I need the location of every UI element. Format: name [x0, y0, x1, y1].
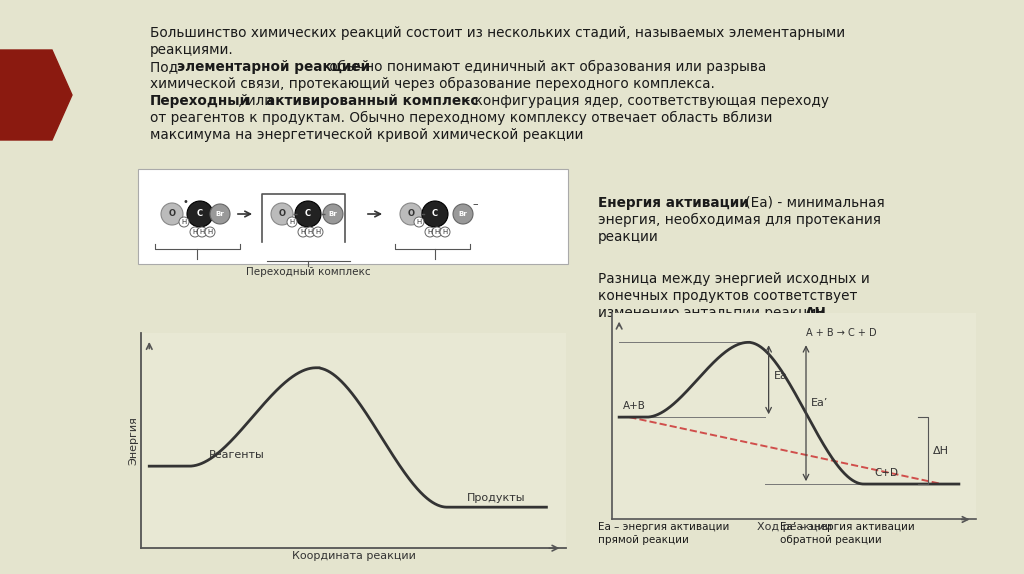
Text: O: O	[279, 210, 286, 219]
Circle shape	[161, 203, 183, 225]
Text: изменению энтальпии реакции: изменению энтальпии реакции	[598, 306, 829, 320]
Text: A+B: A+B	[623, 401, 645, 411]
Circle shape	[414, 217, 424, 227]
Text: Eа: Eа	[774, 371, 787, 381]
Text: Br: Br	[216, 211, 224, 217]
Text: C: C	[432, 210, 438, 219]
Text: H: H	[315, 229, 321, 235]
Text: прямой реакции: прямой реакции	[598, 535, 689, 545]
Text: •: •	[182, 197, 188, 207]
Text: C+D: C+D	[873, 468, 898, 478]
Text: Большинство химических реакций состоит из нескольких стадий, называемых элемента: Большинство химических реакций состоит и…	[150, 26, 845, 40]
Text: (Еа) - минимальная: (Еа) - минимальная	[741, 196, 885, 210]
Text: –: –	[472, 199, 478, 209]
Text: Под: Под	[150, 60, 182, 74]
Text: ΔH.: ΔH.	[805, 306, 831, 320]
Text: Eа’: Eа’	[811, 398, 828, 408]
Text: обычно понимают единичный акт образования или разрыва: обычно понимают единичный акт образовани…	[325, 60, 766, 74]
Text: O: O	[169, 210, 175, 219]
Text: H: H	[181, 219, 186, 225]
Bar	[138, 169, 568, 264]
X-axis label: Координата реакции: Координата реакции	[292, 551, 416, 561]
Circle shape	[295, 201, 321, 227]
Circle shape	[190, 227, 200, 237]
Text: A + B → C + D: A + B → C + D	[806, 328, 877, 339]
Text: обратной реакции: обратной реакции	[780, 535, 882, 545]
Text: Br: Br	[329, 211, 337, 217]
Text: реакциями.: реакциями.	[150, 43, 233, 57]
Circle shape	[205, 227, 215, 237]
Text: максимума на энергетической кривой химической реакции: максимума на энергетической кривой химич…	[150, 128, 584, 142]
Text: Разница между энергией исходных и: Разница между энергией исходных и	[598, 272, 869, 286]
Text: H: H	[307, 229, 312, 235]
Text: Енергия активации: Енергия активации	[598, 196, 749, 210]
Text: химической связи, протекающий через образование переходного комплекса.: химической связи, протекающий через обра…	[150, 77, 715, 91]
Text: реакции: реакции	[598, 230, 658, 244]
Circle shape	[440, 227, 450, 237]
Text: энергия, необходимая для протекания: энергия, необходимая для протекания	[598, 213, 881, 227]
Circle shape	[298, 227, 308, 237]
Text: Переходный: Переходный	[150, 94, 250, 108]
Text: ΔH: ΔH	[934, 445, 949, 456]
Text: H: H	[417, 219, 422, 225]
Circle shape	[313, 227, 323, 237]
Text: активированный комплекс: активированный комплекс	[266, 94, 478, 108]
Circle shape	[197, 227, 207, 237]
Circle shape	[323, 204, 343, 224]
Circle shape	[453, 204, 473, 224]
Circle shape	[425, 227, 435, 237]
Text: H: H	[427, 229, 432, 235]
Text: H: H	[290, 219, 295, 225]
Text: H: H	[434, 229, 439, 235]
Text: , или: , или	[238, 94, 278, 108]
Polygon shape	[0, 50, 72, 140]
Text: Еа’ – энергия активации: Еа’ – энергия активации	[780, 522, 914, 532]
Text: Переходный комплекс: Переходный комплекс	[246, 267, 371, 277]
Circle shape	[187, 201, 213, 227]
Y-axis label: Энергия: Энергия	[129, 416, 138, 465]
Circle shape	[400, 203, 422, 225]
X-axis label: Ход реакции: Ход реакции	[757, 522, 831, 532]
Text: H: H	[200, 229, 205, 235]
Text: H: H	[208, 229, 213, 235]
Circle shape	[432, 227, 442, 237]
Text: Еа – энергия активации: Еа – энергия активации	[598, 522, 729, 532]
Circle shape	[179, 217, 189, 227]
Text: C: C	[305, 210, 311, 219]
Text: Br: Br	[459, 211, 467, 217]
Circle shape	[271, 203, 293, 225]
Circle shape	[210, 204, 230, 224]
Text: C: C	[197, 210, 203, 219]
Text: H: H	[300, 229, 305, 235]
Text: конечных продуктов соответствует: конечных продуктов соответствует	[598, 289, 857, 303]
Text: от реагентов к продуктам. Обычно переходному комплексу отвечает область вблизи: от реагентов к продуктам. Обычно переход…	[150, 111, 772, 125]
Circle shape	[305, 227, 315, 237]
Text: элементарной реакцией: элементарной реакцией	[177, 60, 370, 74]
Text: Реагенты: Реагенты	[209, 450, 264, 460]
Text: – конфигурация ядер, соответствующая переходу: – конфигурация ядер, соответствующая пер…	[459, 94, 829, 108]
Text: H: H	[193, 229, 198, 235]
Text: O: O	[408, 210, 415, 219]
Circle shape	[422, 201, 449, 227]
Text: H: H	[442, 229, 447, 235]
Circle shape	[287, 217, 297, 227]
Text: Продукты: Продукты	[467, 493, 525, 503]
